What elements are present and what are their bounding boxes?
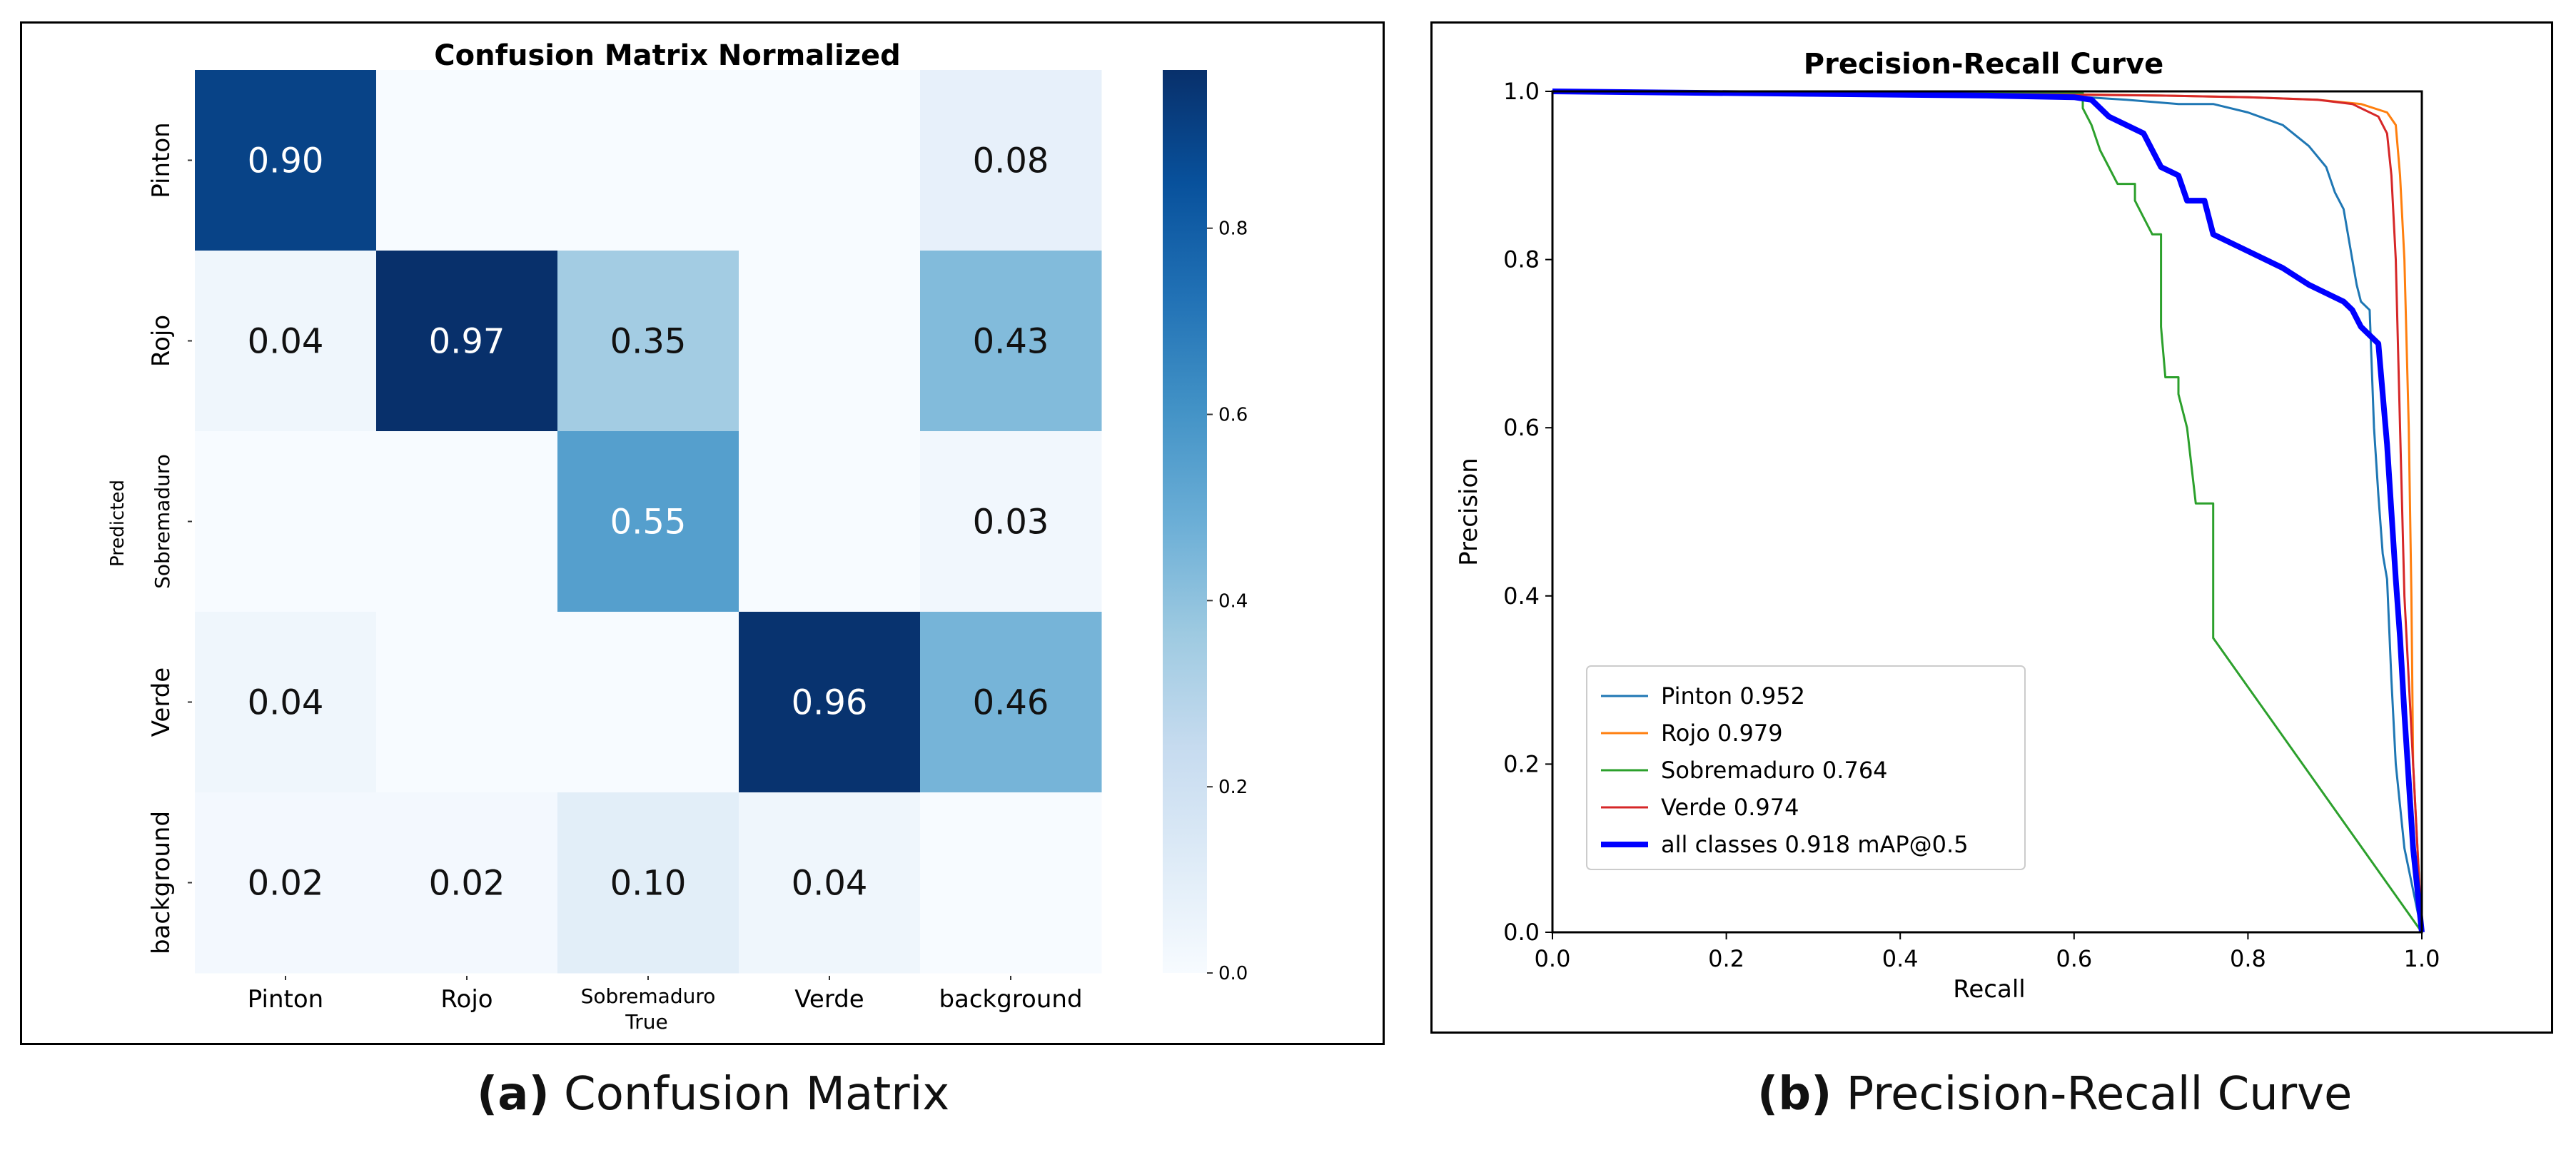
cm-cell-value: 0.08: [973, 141, 1049, 181]
pr-xlabel: Recall: [1953, 975, 2025, 1004]
cm-cell-value: 0.46: [973, 683, 1049, 723]
cm-cell: [739, 792, 921, 974]
cm-cell-value: 0.35: [610, 322, 687, 362]
cm-cell: [739, 612, 921, 793]
cm-colorbar: [1163, 70, 1207, 973]
cm-cell-value: 0.04: [792, 864, 868, 904]
pr-legend-box: [1586, 665, 2026, 870]
cm-cell: [376, 792, 558, 974]
pr-legend-label: all classes 0.918 mAP@0.5: [1661, 831, 1969, 858]
caption-a: (a) Confusion Matrix: [477, 1068, 949, 1121]
cm-xtick-label: Sobremaduro: [581, 984, 716, 1008]
cm-cell: [376, 431, 558, 612]
cm-cell: [376, 612, 558, 793]
cm-cell-value: 0.04: [248, 683, 324, 723]
pr-title: Precision-Recall Curve: [1804, 48, 2163, 81]
pr-xtick-label: 0.8: [2230, 945, 2266, 972]
confusion-matrix-chart: Confusion Matrix Normalized True Predict…: [107, 39, 1248, 1034]
pr-legend-label: Pinton 0.952: [1661, 682, 1805, 710]
cm-cell: [557, 612, 739, 793]
pr-curve-chart: Precision-Recall Curve Recall Precision …: [1455, 48, 2440, 1004]
pr-xtick-label: 1.0: [2404, 945, 2440, 972]
cm-cell: [557, 792, 739, 974]
cm-cell: [557, 431, 739, 612]
cm-ytick-label: background: [147, 811, 176, 954]
cm-cell-value: 0.55: [610, 503, 687, 543]
pr-xtick-label: 0.0: [1535, 945, 1571, 972]
cm-cell: [557, 70, 739, 251]
cm-cell: [739, 70, 921, 251]
cm-cell-value: 0.10: [610, 864, 687, 904]
pr-xtick-label: 0.4: [1882, 945, 1919, 972]
cm-ytick-label: Verde: [147, 667, 176, 737]
cm-cell-value: 0.03: [973, 503, 1049, 543]
cm-cell: [195, 431, 377, 612]
cm-colorbar-label: 0.2: [1218, 777, 1248, 798]
cm-cell: [920, 251, 1102, 432]
pr-ytick-label: 0.6: [1503, 414, 1540, 441]
cm-cell: [376, 70, 558, 251]
cm-cell-value: 0.43: [973, 322, 1049, 362]
caption-a-label: (a): [477, 1068, 550, 1121]
cm-cell-value: 0.02: [248, 864, 324, 904]
cm-xtick-label: Pinton: [248, 985, 323, 1014]
cm-title: Confusion Matrix Normalized: [434, 39, 901, 72]
cm-cell-value: 0.90: [248, 141, 324, 181]
cm-cell: [920, 792, 1102, 974]
cm-cell-value: 0.04: [248, 322, 324, 362]
cm-xlabel: True: [625, 1010, 667, 1034]
cm-ytick-label: Sobremaduro: [151, 454, 174, 589]
caption-a-text: Confusion Matrix: [564, 1068, 950, 1121]
pr-series-line: [1552, 89, 2425, 933]
pr-ytick-label: 0.4: [1503, 582, 1540, 610]
pr-series-line: [1552, 90, 2423, 933]
cm-cell: [195, 792, 377, 974]
cm-cell: [376, 251, 558, 432]
cm-cell: [739, 431, 921, 612]
caption-b-text: Precision-Recall Curve: [1846, 1068, 2353, 1121]
pr-xtick-label: 0.2: [1708, 945, 1744, 972]
pr-plot-frame: [1551, 90, 2423, 934]
cm-cell: [920, 612, 1102, 793]
cm-cell: [920, 70, 1102, 251]
pr-ytick-label: 0.8: [1503, 246, 1540, 273]
cm-ylabel: Predicted: [107, 480, 128, 567]
pr-legend-label: Rojo 0.979: [1661, 720, 1783, 747]
cm-colorbar-label: 0.4: [1218, 590, 1248, 612]
cm-cell: [557, 251, 739, 432]
pr-ytick-label: 0.2: [1503, 750, 1540, 777]
cm-ytick-label: Rojo: [147, 315, 176, 367]
cm-colorbar-label: 0.8: [1218, 218, 1248, 240]
pr-xtick-label: 0.6: [2056, 945, 2092, 972]
pr-ylabel: Precision: [1455, 458, 1483, 566]
pr-ytick-label: 0.0: [1503, 919, 1540, 946]
cm-colorbar-label: 0.0: [1218, 963, 1248, 984]
caption-b: (b) Precision-Recall Curve: [1757, 1068, 2352, 1121]
pr-ytick-label: 1.0: [1503, 78, 1540, 105]
cm-cell-value: 0.02: [429, 864, 505, 904]
cm-cell: [739, 251, 921, 432]
pr-legend-label: Verde 0.974: [1661, 794, 1799, 821]
cm-cell: [920, 431, 1102, 612]
cm-cell-value: 0.97: [429, 322, 505, 362]
pr-series-line: [1552, 90, 2423, 933]
cm-cell: [195, 612, 377, 793]
cm-xtick-label: Rojo: [440, 985, 493, 1014]
cm-xtick-label: background: [939, 985, 1082, 1014]
confusion-matrix-panel: Confusion Matrix Normalized True Predict…: [20, 21, 1385, 1045]
cm-colorbar-label: 0.6: [1218, 405, 1248, 426]
cm-xtick-label: Verde: [794, 985, 864, 1014]
cm-ytick-label: Pinton: [147, 122, 176, 198]
pr-legend-label: Sobremaduro 0.764: [1661, 757, 1888, 784]
pr-curve-panel: Precision-Recall Curve Recall Precision …: [1430, 21, 2553, 1034]
caption-b-label: (b): [1757, 1068, 1832, 1121]
cm-cell: [195, 251, 377, 432]
cm-cell: [195, 70, 377, 251]
cm-cell-value: 0.96: [792, 683, 868, 723]
pr-series-line: [1552, 90, 2423, 933]
